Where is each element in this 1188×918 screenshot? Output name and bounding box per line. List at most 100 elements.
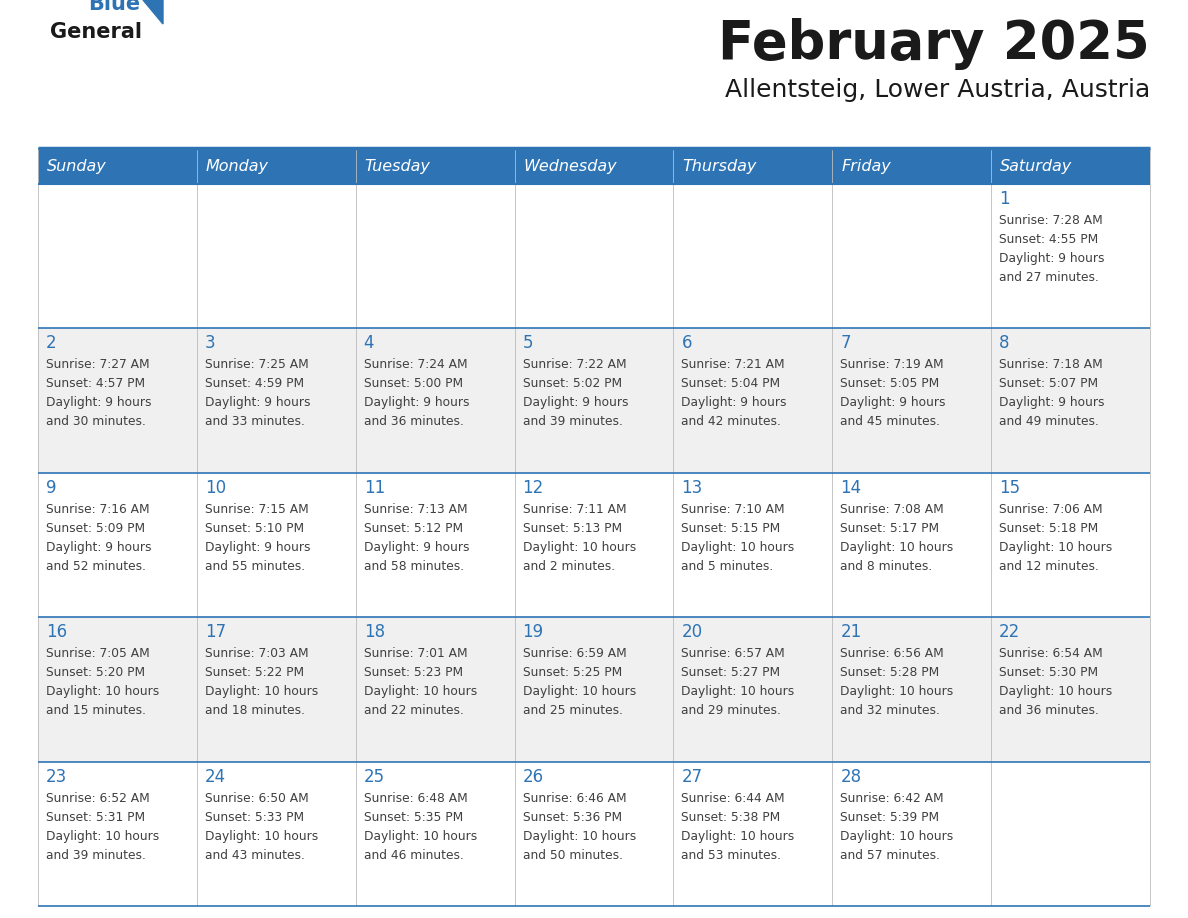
Text: 24: 24 bbox=[204, 767, 226, 786]
Text: Sunrise: 7:28 AM: Sunrise: 7:28 AM bbox=[999, 214, 1102, 227]
Text: Sunset: 5:39 PM: Sunset: 5:39 PM bbox=[840, 811, 940, 823]
Text: Daylight: 10 hours: Daylight: 10 hours bbox=[46, 830, 159, 843]
Text: Daylight: 10 hours: Daylight: 10 hours bbox=[840, 541, 954, 554]
Text: and 55 minutes.: and 55 minutes. bbox=[204, 560, 305, 573]
Text: 16: 16 bbox=[46, 623, 68, 641]
Text: Daylight: 9 hours: Daylight: 9 hours bbox=[204, 397, 310, 409]
Text: Daylight: 9 hours: Daylight: 9 hours bbox=[523, 397, 628, 409]
Text: Sunset: 5:31 PM: Sunset: 5:31 PM bbox=[46, 811, 145, 823]
Text: Sunrise: 6:54 AM: Sunrise: 6:54 AM bbox=[999, 647, 1102, 660]
Text: Sunset: 5:30 PM: Sunset: 5:30 PM bbox=[999, 666, 1098, 679]
Text: Sunrise: 7:01 AM: Sunrise: 7:01 AM bbox=[364, 647, 467, 660]
Text: 7: 7 bbox=[840, 334, 851, 353]
Text: and 25 minutes.: and 25 minutes. bbox=[523, 704, 623, 717]
Polygon shape bbox=[143, 0, 163, 24]
Text: Sunset: 5:17 PM: Sunset: 5:17 PM bbox=[840, 521, 940, 535]
Text: 21: 21 bbox=[840, 623, 861, 641]
Text: 26: 26 bbox=[523, 767, 544, 786]
Text: and 43 minutes.: and 43 minutes. bbox=[204, 848, 305, 862]
Text: 9: 9 bbox=[46, 479, 57, 497]
Text: and 50 minutes.: and 50 minutes. bbox=[523, 848, 623, 862]
Text: Daylight: 10 hours: Daylight: 10 hours bbox=[523, 830, 636, 843]
Text: and 33 minutes.: and 33 minutes. bbox=[204, 416, 305, 429]
Text: Sunrise: 7:08 AM: Sunrise: 7:08 AM bbox=[840, 503, 944, 516]
Text: Sunrise: 7:19 AM: Sunrise: 7:19 AM bbox=[840, 358, 944, 372]
Text: Sunrise: 6:46 AM: Sunrise: 6:46 AM bbox=[523, 791, 626, 804]
Text: Tuesday: Tuesday bbox=[365, 159, 430, 174]
Text: Sunset: 5:09 PM: Sunset: 5:09 PM bbox=[46, 521, 145, 535]
Text: Sunset: 4:59 PM: Sunset: 4:59 PM bbox=[204, 377, 304, 390]
Text: Sunrise: 6:48 AM: Sunrise: 6:48 AM bbox=[364, 791, 467, 804]
Text: 1: 1 bbox=[999, 190, 1010, 208]
Text: Thursday: Thursday bbox=[682, 159, 757, 174]
Text: and 30 minutes.: and 30 minutes. bbox=[46, 416, 146, 429]
Text: and 32 minutes.: and 32 minutes. bbox=[840, 704, 940, 717]
Text: 14: 14 bbox=[840, 479, 861, 497]
Text: Sunrise: 7:22 AM: Sunrise: 7:22 AM bbox=[523, 358, 626, 372]
Text: Sunset: 5:27 PM: Sunset: 5:27 PM bbox=[682, 666, 781, 679]
Text: Wednesday: Wednesday bbox=[524, 159, 618, 174]
Text: 15: 15 bbox=[999, 479, 1020, 497]
Text: and 53 minutes.: and 53 minutes. bbox=[682, 848, 782, 862]
Text: Allentsteig, Lower Austria, Austria: Allentsteig, Lower Austria, Austria bbox=[725, 78, 1150, 102]
Text: 6: 6 bbox=[682, 334, 691, 353]
Text: Daylight: 10 hours: Daylight: 10 hours bbox=[682, 541, 795, 554]
Text: Daylight: 10 hours: Daylight: 10 hours bbox=[523, 541, 636, 554]
Text: Daylight: 9 hours: Daylight: 9 hours bbox=[204, 541, 310, 554]
Text: and 8 minutes.: and 8 minutes. bbox=[840, 560, 933, 573]
Text: Sunrise: 7:06 AM: Sunrise: 7:06 AM bbox=[999, 503, 1102, 516]
Text: and 58 minutes.: and 58 minutes. bbox=[364, 560, 463, 573]
Text: Sunrise: 7:16 AM: Sunrise: 7:16 AM bbox=[46, 503, 150, 516]
Text: 28: 28 bbox=[840, 767, 861, 786]
Text: 27: 27 bbox=[682, 767, 702, 786]
Text: Daylight: 9 hours: Daylight: 9 hours bbox=[840, 397, 946, 409]
Text: Sunrise: 7:24 AM: Sunrise: 7:24 AM bbox=[364, 358, 467, 372]
Text: Sunrise: 7:27 AM: Sunrise: 7:27 AM bbox=[46, 358, 150, 372]
Text: Sunset: 5:20 PM: Sunset: 5:20 PM bbox=[46, 666, 145, 679]
Text: Sunset: 5:36 PM: Sunset: 5:36 PM bbox=[523, 811, 621, 823]
Text: Sunset: 4:55 PM: Sunset: 4:55 PM bbox=[999, 233, 1099, 246]
Text: Saturday: Saturday bbox=[1000, 159, 1073, 174]
Text: and 29 minutes.: and 29 minutes. bbox=[682, 704, 782, 717]
Text: and 45 minutes.: and 45 minutes. bbox=[840, 416, 940, 429]
Text: Blue: Blue bbox=[88, 0, 140, 14]
Text: Daylight: 10 hours: Daylight: 10 hours bbox=[999, 541, 1112, 554]
Text: Sunrise: 7:11 AM: Sunrise: 7:11 AM bbox=[523, 503, 626, 516]
Text: 25: 25 bbox=[364, 767, 385, 786]
Text: and 12 minutes.: and 12 minutes. bbox=[999, 560, 1099, 573]
Text: and 15 minutes.: and 15 minutes. bbox=[46, 704, 146, 717]
Text: and 5 minutes.: and 5 minutes. bbox=[682, 560, 773, 573]
Text: Sunset: 5:15 PM: Sunset: 5:15 PM bbox=[682, 521, 781, 535]
Text: 23: 23 bbox=[46, 767, 68, 786]
Text: Sunset: 5:12 PM: Sunset: 5:12 PM bbox=[364, 521, 463, 535]
Text: Daylight: 10 hours: Daylight: 10 hours bbox=[840, 830, 954, 843]
Text: and 2 minutes.: and 2 minutes. bbox=[523, 560, 614, 573]
Text: Sunset: 5:23 PM: Sunset: 5:23 PM bbox=[364, 666, 463, 679]
Text: 17: 17 bbox=[204, 623, 226, 641]
Text: and 18 minutes.: and 18 minutes. bbox=[204, 704, 305, 717]
Text: 2: 2 bbox=[46, 334, 57, 353]
Text: Sunrise: 6:50 AM: Sunrise: 6:50 AM bbox=[204, 791, 309, 804]
Text: 18: 18 bbox=[364, 623, 385, 641]
Text: 8: 8 bbox=[999, 334, 1010, 353]
Text: Daylight: 9 hours: Daylight: 9 hours bbox=[999, 252, 1105, 265]
Text: and 42 minutes.: and 42 minutes. bbox=[682, 416, 782, 429]
Text: Friday: Friday bbox=[841, 159, 891, 174]
Text: Sunset: 5:00 PM: Sunset: 5:00 PM bbox=[364, 377, 463, 390]
Bar bbox=[38, 762, 1150, 906]
Text: 22: 22 bbox=[999, 623, 1020, 641]
Text: 12: 12 bbox=[523, 479, 544, 497]
Text: 3: 3 bbox=[204, 334, 215, 353]
Text: and 39 minutes.: and 39 minutes. bbox=[46, 848, 146, 862]
Text: Sunset: 5:10 PM: Sunset: 5:10 PM bbox=[204, 521, 304, 535]
Bar bbox=[38, 617, 1150, 762]
Text: Daylight: 9 hours: Daylight: 9 hours bbox=[364, 397, 469, 409]
Text: 13: 13 bbox=[682, 479, 702, 497]
Text: and 39 minutes.: and 39 minutes. bbox=[523, 416, 623, 429]
Text: February 2025: February 2025 bbox=[719, 18, 1150, 70]
Text: Daylight: 9 hours: Daylight: 9 hours bbox=[46, 541, 152, 554]
Text: Sunrise: 6:56 AM: Sunrise: 6:56 AM bbox=[840, 647, 944, 660]
Text: Sunset: 5:38 PM: Sunset: 5:38 PM bbox=[682, 811, 781, 823]
Text: Sunrise: 7:03 AM: Sunrise: 7:03 AM bbox=[204, 647, 309, 660]
Bar bbox=[38, 329, 1150, 473]
